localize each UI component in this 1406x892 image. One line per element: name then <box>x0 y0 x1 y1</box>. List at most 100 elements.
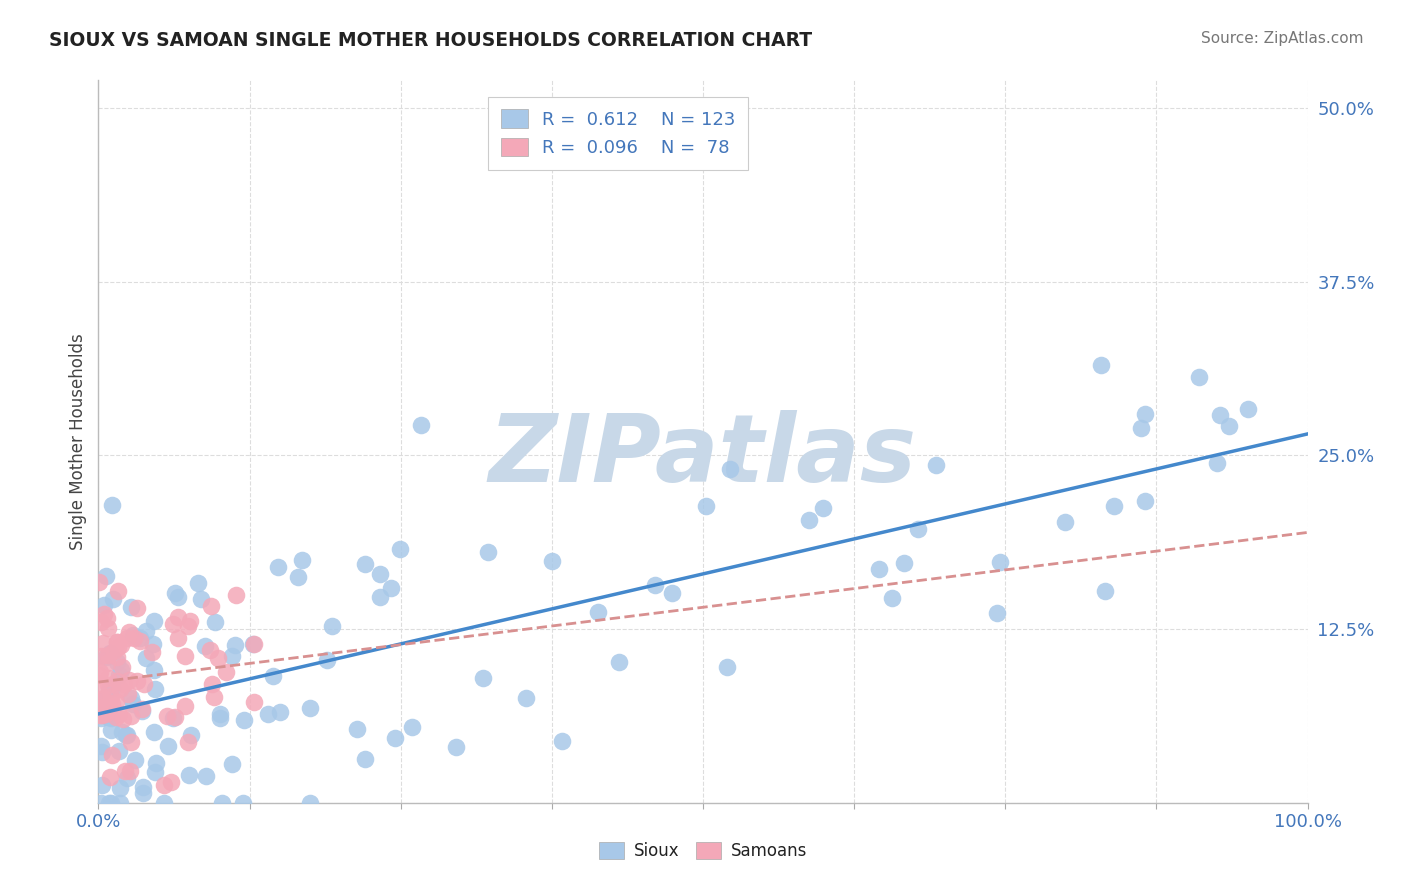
Point <box>368 590 391 604</box>
Point <box>384 731 406 745</box>
Point <box>141 645 163 659</box>
Point <box>515 691 537 706</box>
Point <box>89 701 111 715</box>
Point <box>986 607 1008 621</box>
Point <box>204 615 226 629</box>
Point <box>97 648 120 662</box>
Point <box>128 631 150 645</box>
Point <box>107 640 129 654</box>
Point <box>1053 516 1076 530</box>
Point <box>94 698 117 713</box>
Point <box>108 682 131 697</box>
Point <box>718 462 741 476</box>
Point <box>115 631 138 645</box>
Point <box>162 617 184 632</box>
Point <box>91 690 114 705</box>
Point <box>98 770 121 784</box>
Point <box>298 701 321 715</box>
Point <box>104 710 127 724</box>
Point <box>96 699 118 714</box>
Point <box>135 650 157 665</box>
Point <box>105 635 128 649</box>
Point <box>207 651 229 665</box>
Point <box>110 796 132 810</box>
Point <box>586 605 609 619</box>
Point <box>91 692 114 706</box>
Point <box>907 522 929 536</box>
Point <box>101 592 124 607</box>
Point <box>120 599 142 614</box>
Point <box>167 590 190 604</box>
Point <box>90 739 112 753</box>
Point <box>868 562 890 576</box>
Point <box>174 648 197 663</box>
Point <box>132 786 155 800</box>
Point <box>353 751 375 765</box>
Point <box>346 722 368 736</box>
Point <box>201 677 224 691</box>
Y-axis label: Single Mother Households: Single Mother Households <box>69 334 87 549</box>
Point <box>200 599 222 613</box>
Point <box>120 709 142 723</box>
Point <box>100 723 122 738</box>
Point <box>115 728 138 742</box>
Point <box>291 553 314 567</box>
Point <box>101 697 124 711</box>
Point <box>988 554 1011 568</box>
Point <box>135 624 157 639</box>
Text: ZIPatlas: ZIPatlas <box>489 410 917 502</box>
Point <box>93 598 115 612</box>
Point <box>97 671 120 685</box>
Point <box>380 582 402 596</box>
Point <box>110 781 132 796</box>
Point <box>190 591 212 606</box>
Point <box>195 769 218 783</box>
Point <box>471 671 494 685</box>
Point <box>142 637 165 651</box>
Point <box>143 663 166 677</box>
Point <box>110 663 132 677</box>
Point <box>156 709 179 723</box>
Point <box>644 578 666 592</box>
Point <box>797 513 820 527</box>
Point <box>1188 369 1211 384</box>
Point <box>120 735 142 749</box>
Point <box>661 586 683 600</box>
Point <box>811 500 834 515</box>
Point <box>1208 408 1230 422</box>
Point <box>117 687 139 701</box>
Point <box>96 568 118 582</box>
Point <box>401 720 423 734</box>
Point <box>100 689 122 703</box>
Point <box>115 771 138 785</box>
Point <box>100 711 122 725</box>
Point <box>118 764 141 778</box>
Point <box>131 704 153 718</box>
Point <box>160 775 183 789</box>
Point <box>96 649 118 664</box>
Point <box>315 653 337 667</box>
Point <box>267 559 290 574</box>
Point <box>90 707 112 722</box>
Point <box>93 607 115 621</box>
Point <box>89 694 111 708</box>
Point <box>108 707 131 722</box>
Point <box>232 796 254 810</box>
Point <box>107 584 129 599</box>
Point <box>89 708 111 723</box>
Point <box>131 702 153 716</box>
Point <box>224 638 246 652</box>
Point <box>232 713 254 727</box>
Point <box>114 764 136 779</box>
Point <box>122 628 145 642</box>
Point <box>108 744 131 758</box>
Point <box>202 690 225 704</box>
Point <box>143 681 166 696</box>
Point <box>299 796 322 810</box>
Point <box>101 747 124 762</box>
Point <box>100 498 122 512</box>
Text: SIOUX VS SAMOAN SINGLE MOTHER HOUSEHOLDS CORRELATION CHART: SIOUX VS SAMOAN SINGLE MOTHER HOUSEHOLDS… <box>49 31 813 50</box>
Point <box>96 710 118 724</box>
Point <box>221 757 243 772</box>
Point <box>166 609 188 624</box>
